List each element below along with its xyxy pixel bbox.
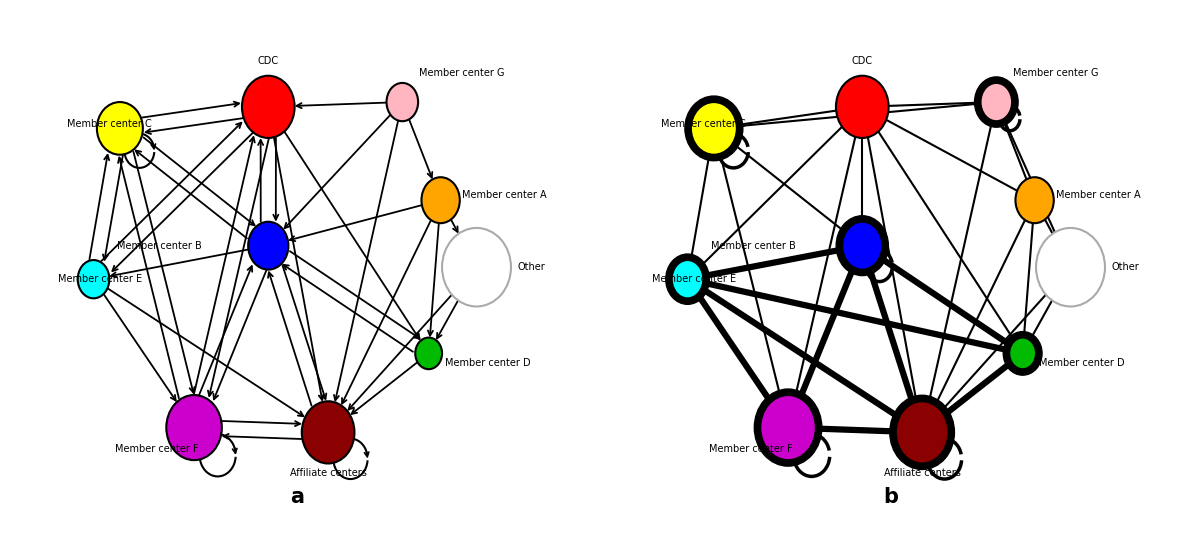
Ellipse shape	[1015, 177, 1054, 223]
Ellipse shape	[421, 177, 460, 223]
Text: CDC: CDC	[258, 56, 278, 66]
Text: Member center C: Member center C	[67, 119, 152, 128]
Text: Member center B: Member center B	[710, 240, 796, 251]
Text: Other: Other	[1111, 262, 1139, 272]
Ellipse shape	[242, 76, 295, 138]
Text: Affiliate centers: Affiliate centers	[883, 468, 960, 478]
Ellipse shape	[685, 96, 743, 160]
Ellipse shape	[1036, 228, 1105, 306]
Ellipse shape	[442, 228, 511, 306]
Ellipse shape	[980, 83, 1012, 121]
Text: Member center D: Member center D	[1039, 358, 1126, 368]
Text: Member center B: Member center B	[116, 240, 202, 251]
Ellipse shape	[836, 216, 888, 276]
Ellipse shape	[890, 395, 954, 469]
Ellipse shape	[666, 254, 709, 304]
Text: Member center F: Member center F	[709, 444, 793, 454]
Text: Affiliate centers: Affiliate centers	[289, 468, 366, 478]
Ellipse shape	[842, 222, 882, 270]
Text: CDC: CDC	[852, 56, 872, 66]
Ellipse shape	[755, 389, 822, 466]
Ellipse shape	[1003, 332, 1042, 375]
Ellipse shape	[415, 338, 442, 369]
Ellipse shape	[672, 260, 703, 298]
Ellipse shape	[761, 395, 816, 460]
Ellipse shape	[836, 76, 889, 138]
Ellipse shape	[386, 83, 418, 121]
Ellipse shape	[167, 395, 222, 460]
Text: Member center C: Member center C	[661, 119, 746, 128]
Ellipse shape	[974, 77, 1018, 127]
Ellipse shape	[301, 401, 354, 463]
Text: Member center A: Member center A	[1056, 190, 1141, 200]
Text: Member center A: Member center A	[462, 190, 547, 200]
Text: Member center E: Member center E	[652, 274, 736, 284]
Text: a: a	[290, 487, 304, 507]
Text: Member center F: Member center F	[115, 444, 199, 454]
Ellipse shape	[78, 260, 109, 298]
Text: Member center E: Member center E	[58, 274, 142, 284]
Text: Member center G: Member center G	[1013, 68, 1098, 78]
Ellipse shape	[97, 102, 143, 154]
Ellipse shape	[691, 102, 737, 154]
Ellipse shape	[248, 222, 288, 270]
Text: Member center D: Member center D	[445, 358, 532, 368]
Text: Other: Other	[517, 262, 545, 272]
Text: b: b	[883, 487, 899, 507]
Ellipse shape	[1009, 338, 1036, 369]
Ellipse shape	[895, 401, 948, 463]
Text: Member center G: Member center G	[419, 68, 504, 78]
